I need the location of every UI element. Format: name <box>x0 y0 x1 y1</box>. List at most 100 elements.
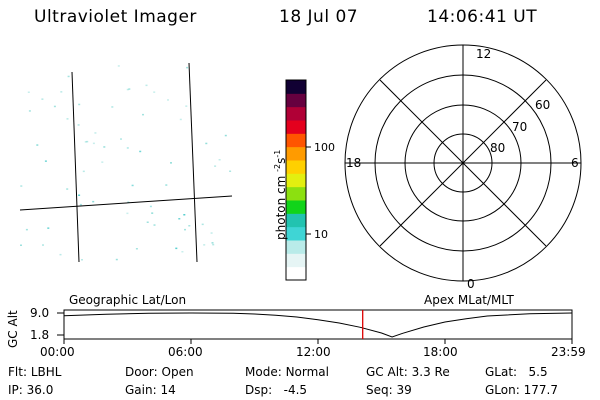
time-label: 14:06:41 UT <box>427 7 538 27</box>
timeline-frame <box>63 309 573 340</box>
aurora-speckle <box>139 150 142 153</box>
aurora-speckle <box>126 212 129 215</box>
timeline-xtick-label-2359: 23:59 <box>551 345 586 359</box>
aurora-speckle <box>186 66 189 69</box>
aurora-speckle <box>60 91 63 93</box>
colorbar-cell <box>286 93 306 108</box>
aurora-speckle <box>142 113 144 116</box>
aurora-speckle <box>44 160 47 162</box>
longitude-line-left <box>71 71 80 263</box>
timeline-ytick-label-9: 9.0 <box>30 306 50 320</box>
aurora-speckle <box>181 251 184 253</box>
timeline-x-ticks <box>63 339 573 344</box>
aurora-speckle <box>126 88 129 91</box>
status-flt: Flt: LBHL <box>8 365 62 379</box>
aurora-speckle <box>178 218 181 220</box>
aurora-speckle <box>59 253 62 256</box>
status-gain: Gain: 14 <box>125 383 176 397</box>
aurora-speckle <box>20 244 22 246</box>
aurora-speckle <box>179 118 182 121</box>
colorbar-cell <box>286 160 306 174</box>
mlat-label-70: 70 <box>512 120 528 134</box>
aurora-speckle <box>218 159 221 161</box>
aurora-speckle <box>117 65 120 67</box>
aurora-speckle <box>128 88 131 90</box>
aurora-speckle <box>149 205 152 208</box>
colorbar-cell <box>286 106 306 121</box>
instrument-title: Ultraviolet Imager <box>34 7 197 27</box>
aurora-speckle <box>183 214 186 216</box>
colorbar-cell <box>286 133 306 148</box>
aurora-speckle <box>229 170 232 172</box>
status-seq: Seq: 39 <box>366 383 412 397</box>
aurora-speckle <box>165 184 168 186</box>
aurora-speckle <box>145 84 148 87</box>
aurora-speckle <box>47 227 50 229</box>
mlt-label-18: 18 <box>346 156 362 170</box>
geo-panel-label: Geographic Lat/Lon <box>69 293 187 307</box>
timeline-xtick-label-1800: 18:00 <box>423 345 458 359</box>
aurora-speckle <box>36 144 39 146</box>
aurora-speckle <box>184 228 186 231</box>
timeline-ytick-label-1.8: 1.8 <box>30 328 50 342</box>
aurora-speckle <box>188 225 191 227</box>
aurora-speckle <box>82 170 85 173</box>
aurora-speckle <box>66 118 69 120</box>
aurora-speckle <box>224 134 227 137</box>
timeline-xtick-label-1200: 12:00 <box>296 345 331 359</box>
longitude-line-right <box>188 62 198 263</box>
aurora-speckle <box>81 259 83 261</box>
aurora-speckle <box>185 105 188 107</box>
aurora-speckle <box>120 138 122 140</box>
aurora-speckle <box>28 110 31 112</box>
gc-alt-series-line <box>63 312 573 338</box>
mlat-label-80: 80 <box>490 141 506 155</box>
aurora-speckle <box>214 165 217 167</box>
colorbar-cell <box>286 146 306 161</box>
aurora-speckle <box>212 243 215 246</box>
aurora-speckle <box>92 200 95 203</box>
aurora-speckle <box>20 185 23 187</box>
mlat-label-60: 60 <box>535 98 551 112</box>
aurora-speckle <box>41 98 44 100</box>
colorbar-cell <box>286 200 306 214</box>
status-glon: GLon: 177.7 <box>485 383 558 397</box>
aurora-speckle <box>77 124 80 126</box>
aurora-speckle <box>67 75 70 78</box>
aurora-speckle <box>103 146 106 148</box>
colorbar-cell <box>286 253 306 268</box>
aurora-speckle <box>153 91 156 93</box>
aurora-speckle <box>126 147 129 149</box>
aurora-speckle <box>78 194 81 196</box>
aurora-speckle <box>211 242 214 244</box>
mlt-label-6: 6 <box>571 156 579 170</box>
aurora-speckle <box>79 203 82 206</box>
colorbar-cell <box>286 80 306 94</box>
aurora-speckle <box>78 103 81 106</box>
aurora-speckle <box>111 106 114 108</box>
aurora-speckle <box>94 132 97 134</box>
aurora-speckle <box>115 258 118 261</box>
latitude-line <box>19 195 233 211</box>
polar-panel-label: Apex MLat/MLT <box>424 293 514 307</box>
timeline-xtick-label-0000: 00:00 <box>40 345 75 359</box>
colorbar-cell <box>286 226 306 241</box>
aurora-speckle <box>167 99 169 101</box>
status-dsp: Dsp: -4.5 <box>245 383 308 397</box>
aurora-speckle <box>84 141 87 143</box>
aurora-speckle <box>203 244 206 246</box>
aurora-speckle <box>146 221 149 223</box>
aurora-speckle <box>210 232 213 234</box>
status-gc-alt: GC Alt: 3.3 Re <box>366 365 450 379</box>
aurora-speckle <box>101 161 104 163</box>
colorbar-tick-label-10: 10 <box>314 228 328 241</box>
aurora-speckle <box>25 228 28 231</box>
aurora-speckle <box>201 223 204 226</box>
aurora-speckle <box>66 188 69 190</box>
status-door: Door: Open <box>125 365 194 379</box>
aurora-speckle <box>205 142 208 145</box>
aurora-speckle <box>135 248 138 250</box>
